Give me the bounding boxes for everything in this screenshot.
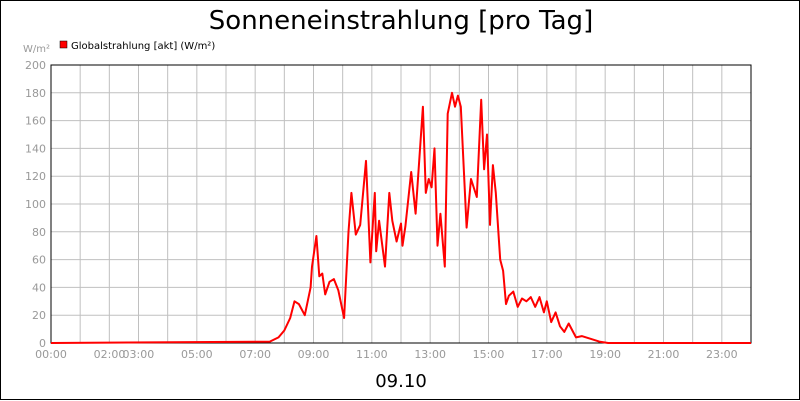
legend: Globalstrahlung [akt] (W/m²): [59, 40, 215, 52]
y-tick-label: 0: [39, 337, 46, 350]
x-tick-label: 15:00: [473, 348, 505, 361]
y-tick-label: 20: [32, 309, 46, 322]
series-layer: [50, 91, 751, 344]
y-tick-label: 160: [25, 115, 46, 128]
x-tick-label: 19:00: [589, 348, 621, 361]
x-tick-label: 03:00: [123, 348, 155, 361]
series-line-globalstrahlung: [50, 91, 751, 344]
x-tick-label: 02:00: [94, 348, 126, 361]
y-tick-label: 200: [25, 59, 46, 72]
legend-swatch: [59, 40, 68, 49]
chart-title: Sonneneinstrahlung [pro Tag]: [209, 6, 593, 36]
y-tick-label: 140: [25, 142, 46, 155]
tick-labels: 0 20 40 60 80 100 120 140 160 180 200 00:00 02:0003:…: [25, 59, 738, 361]
x-tick-label: 00:00: [35, 348, 67, 361]
x-tick-label: 05:00: [181, 348, 213, 361]
y-tick-label: 120: [25, 170, 46, 183]
y-tick-label: 180: [25, 87, 46, 100]
x-tick-label: 11:00: [356, 348, 388, 361]
plot-area-border: [50, 64, 752, 344]
y-tick-label: 40: [32, 281, 46, 294]
grid-layer: [51, 64, 751, 344]
x-tick-label: 17:00: [531, 348, 563, 361]
y-tick-label: 60: [32, 254, 46, 267]
x-tick-label: 07:00: [239, 348, 271, 361]
x-tick-label: 09:00: [298, 348, 330, 361]
y-axis-unit-label: W/m²: [23, 44, 50, 55]
date-label: 09.10: [375, 371, 427, 392]
x-tick-label: 23:00: [706, 348, 738, 361]
y-tick-label: 80: [32, 226, 46, 239]
y-tick-label: 100: [25, 198, 46, 211]
x-tick-label: 13:00: [414, 348, 446, 361]
x-tick-label: 21:00: [648, 348, 680, 361]
legend-label: Globalstrahlung [akt] (W/m²): [71, 41, 215, 52]
